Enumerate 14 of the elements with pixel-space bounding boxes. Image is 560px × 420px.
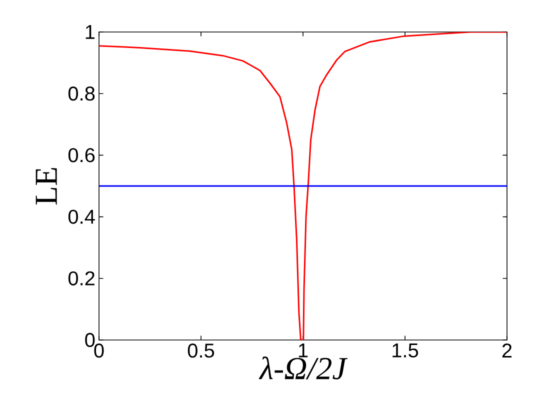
y-tick-label: 1: [86, 25, 94, 39]
y-tick-label: 0: [85, 332, 95, 348]
x-tick-label: 1.5: [392, 344, 418, 358]
y-tick-label: 0.6: [68, 148, 95, 162]
y-tick-label: 0.2: [68, 271, 94, 286]
y-tick-label: 0.4: [68, 210, 95, 224]
x-axis-title: λ-Ω/2J: [258, 356, 348, 380]
x-tick-label: 1: [298, 344, 308, 358]
y-tick-label: 0.8: [68, 86, 95, 101]
x-tick-label: 0.5: [188, 344, 214, 358]
x-tick-label: 2: [502, 344, 512, 358]
y-axis-title: LE: [36, 168, 57, 205]
x-tick-label: 0: [94, 344, 104, 358]
line-series: [99, 32, 507, 340]
